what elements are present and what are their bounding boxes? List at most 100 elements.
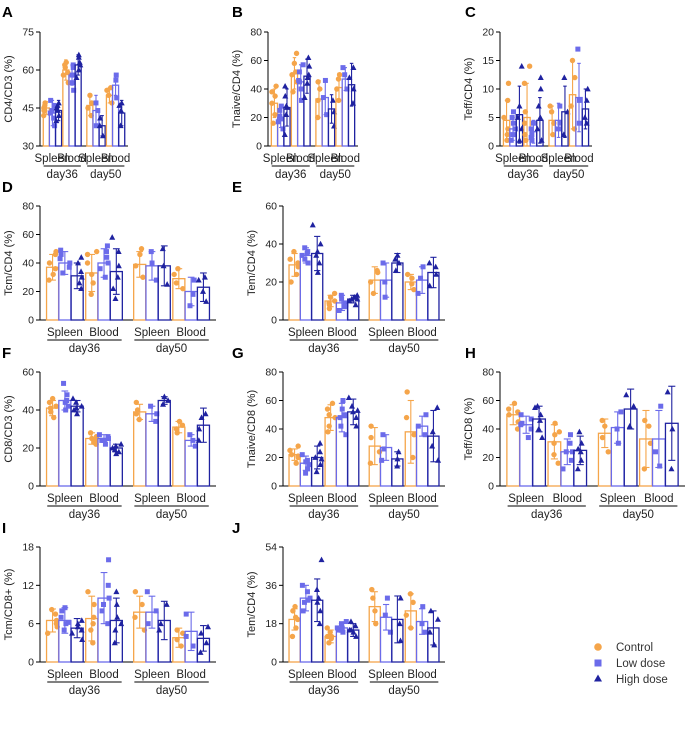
data-point-control <box>41 107 47 114</box>
data-point-control <box>42 102 48 109</box>
data-point-high-dose <box>537 417 544 423</box>
data-point-low-dose <box>382 294 388 300</box>
data-point-low-dose <box>530 120 536 126</box>
data-point-control <box>646 423 652 429</box>
data-point-high-dose <box>161 393 168 400</box>
data-point-low-dose <box>70 64 76 70</box>
data-point-control <box>403 612 410 618</box>
x-category-label: Blood <box>553 493 582 505</box>
data-point-high-dose <box>317 461 324 468</box>
data-point-low-dose <box>192 443 198 449</box>
data-point-high-dose <box>110 285 117 292</box>
data-point-control <box>173 280 180 286</box>
data-point-low-dose <box>615 440 621 446</box>
data-point-low-dose <box>93 123 99 129</box>
data-point-control <box>46 260 53 266</box>
data-point-control <box>331 290 338 297</box>
data-point-low-dose <box>304 251 310 256</box>
data-point-high-dose <box>578 440 585 446</box>
data-point-control <box>326 300 332 306</box>
data-point-low-dose <box>67 260 73 266</box>
data-point-low-dose <box>296 69 302 75</box>
y-axis-label: CD8/CD3 (%) <box>3 395 15 462</box>
data-point-low-dose <box>153 418 159 424</box>
data-point-high-dose <box>197 649 204 655</box>
data-point-control <box>315 97 321 104</box>
data-point-high-dose <box>304 80 311 86</box>
x-category-label: Spleen <box>368 327 404 339</box>
data-point-control <box>326 423 332 429</box>
data-point-control <box>85 105 91 111</box>
data-point-control <box>46 277 52 283</box>
x-category-label: Blood <box>519 153 548 165</box>
data-point-control <box>139 601 145 608</box>
data-point-low-dose <box>577 97 583 103</box>
data-point-high-dose <box>202 410 209 417</box>
y-tick-label: 10 <box>482 84 494 96</box>
data-point-low-dose <box>187 303 193 309</box>
data-point-control <box>324 633 331 640</box>
data-point-control <box>295 260 301 266</box>
y-tick-label: 0 <box>271 315 277 327</box>
data-point-low-dose <box>63 621 69 627</box>
data-point-high-dose <box>78 254 85 260</box>
data-point-control <box>409 275 415 281</box>
data-point-high-dose <box>115 262 122 269</box>
data-point-control <box>368 423 374 429</box>
x-category-label: Blood <box>89 327 118 339</box>
y-tick-label: 40 <box>250 84 262 96</box>
y-tick-label: 15 <box>482 55 494 67</box>
y-tick-label: 80 <box>250 27 262 39</box>
data-point-low-dose <box>305 466 311 472</box>
data-point-low-dose <box>153 608 159 614</box>
data-point-control <box>404 271 411 278</box>
data-point-control <box>272 111 278 118</box>
data-point-low-dose <box>61 627 67 633</box>
data-point-high-dose <box>314 248 321 254</box>
data-point-low-dose <box>508 137 514 143</box>
data-point-control <box>329 400 336 407</box>
data-point-high-dose <box>346 74 353 80</box>
data-point-control <box>288 279 294 285</box>
data-point-high-dose <box>313 586 320 592</box>
y-tick-label: 45 <box>22 103 34 115</box>
data-point-high-dose <box>354 292 361 298</box>
data-point-low-dose <box>528 134 534 140</box>
y-tick-label: 18 <box>265 618 277 630</box>
data-point-low-dose <box>382 279 388 285</box>
data-point-low-dose <box>557 103 563 109</box>
data-point-low-dose <box>70 62 76 68</box>
data-point-high-dose <box>429 428 436 435</box>
data-point-high-dose <box>113 601 120 607</box>
x-category-label: Blood <box>89 493 118 505</box>
data-point-low-dose <box>420 604 426 610</box>
data-point-control <box>291 248 297 255</box>
data-point-control <box>526 63 533 69</box>
data-point-high-dose <box>531 404 538 411</box>
data-point-high-dose <box>392 256 399 262</box>
data-point-low-dose <box>338 292 344 298</box>
data-point-control <box>89 271 95 278</box>
data-point-high-dose <box>329 97 336 103</box>
data-point-low-dose <box>113 72 119 78</box>
data-point-high-dose <box>395 259 402 266</box>
data-point-control <box>334 86 340 92</box>
data-point-control <box>136 416 142 423</box>
data-point-control <box>44 630 51 636</box>
data-point-high-dose <box>583 120 590 126</box>
data-point-low-dose <box>187 432 193 438</box>
data-point-control <box>373 620 379 627</box>
data-point-control <box>291 60 298 67</box>
data-point-low-dose <box>576 120 582 126</box>
data-point-low-dose <box>418 275 424 281</box>
y-tick-label: 18 <box>22 542 34 554</box>
day-label: day50 <box>553 169 584 181</box>
data-point-high-dose <box>69 630 76 636</box>
panel-letter: J <box>232 520 240 537</box>
data-point-control <box>411 432 417 438</box>
panel-letter: D <box>2 179 13 196</box>
data-point-control <box>523 137 529 143</box>
data-point-low-dose <box>277 107 283 113</box>
data-point-high-dose <box>75 66 82 73</box>
